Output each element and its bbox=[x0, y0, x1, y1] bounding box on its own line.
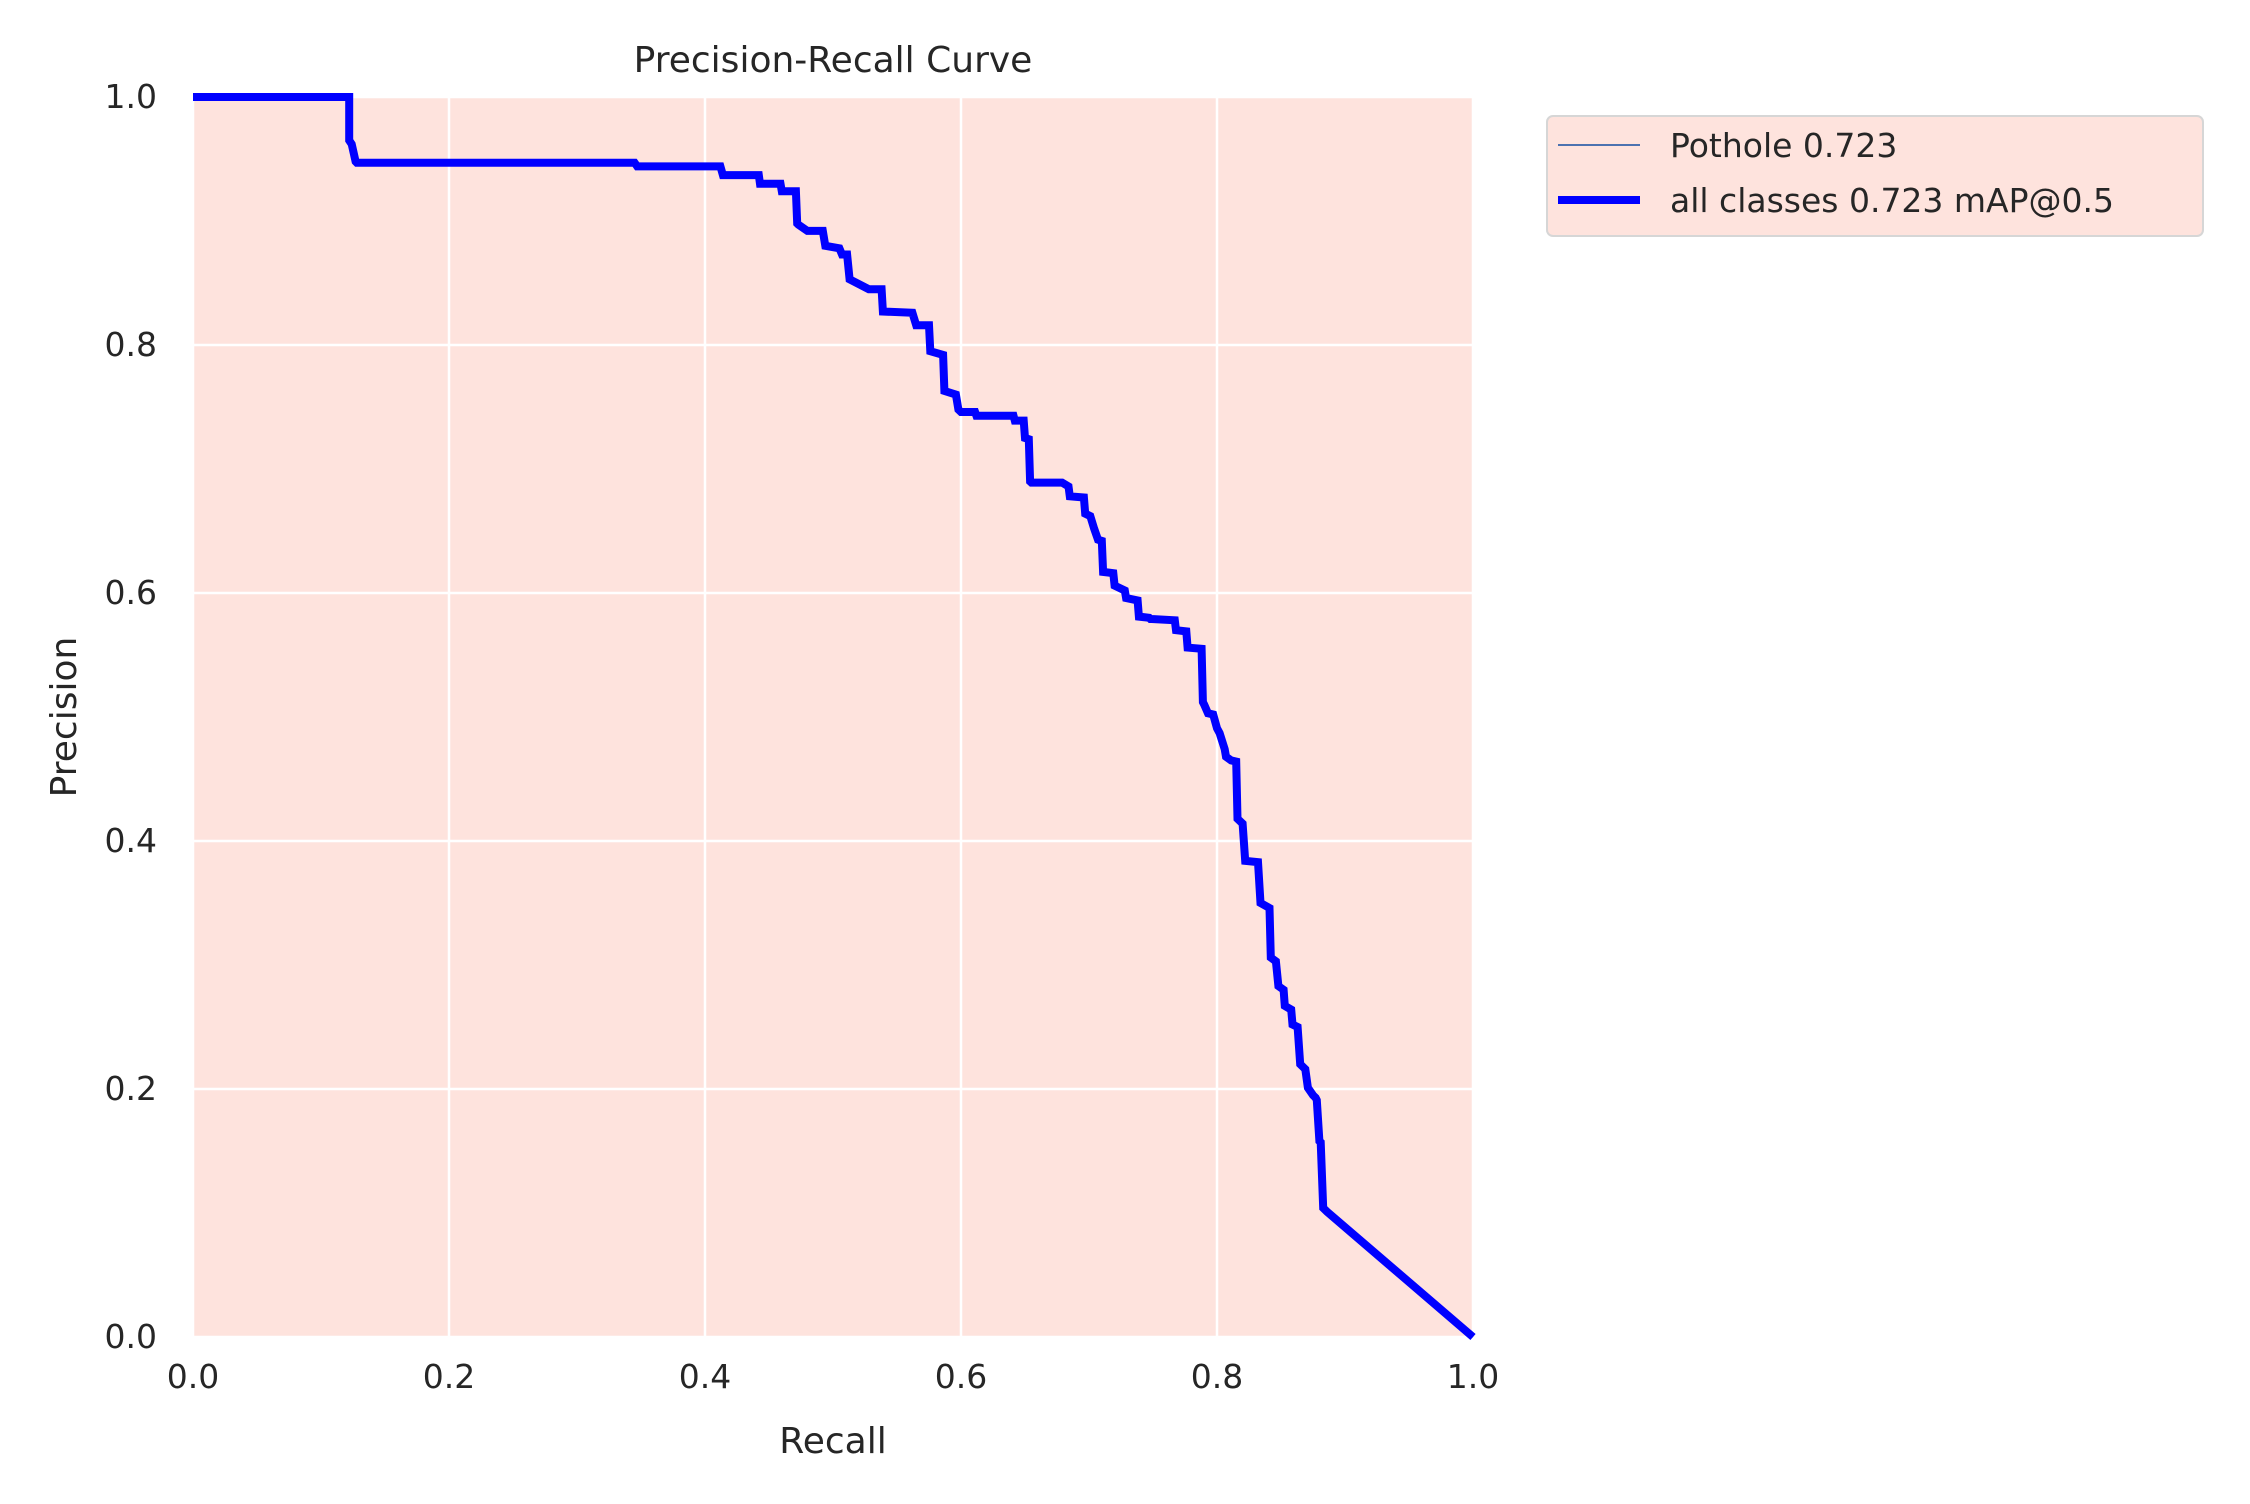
y-tick-label: 0.0 bbox=[105, 1317, 157, 1356]
y-tick-label: 0.6 bbox=[105, 573, 157, 612]
legend-label-all-classes: all classes 0.723 mAP@0.5 bbox=[1670, 181, 2114, 220]
x-tick-label: 0.4 bbox=[679, 1357, 731, 1396]
legend-box bbox=[1546, 115, 2204, 237]
series-line-all-classes bbox=[193, 93, 1476, 1341]
chart-title: Precision-Recall Curve bbox=[634, 40, 1033, 81]
y-tick-label: 0.8 bbox=[105, 325, 157, 364]
y-axis-label: Precision bbox=[44, 637, 85, 798]
y-tick-label: 1.0 bbox=[105, 77, 157, 116]
x-tick-label: 0.0 bbox=[167, 1357, 219, 1396]
legend: Pothole 0.723 all classes 0.723 mAP@0.5 bbox=[1546, 115, 2204, 237]
x-tick-label: 0.8 bbox=[1191, 1357, 1243, 1396]
y-tick-label: 0.4 bbox=[105, 821, 157, 860]
y-tick-label: 0.2 bbox=[105, 1069, 157, 1108]
x-tick-label: 0.2 bbox=[423, 1357, 475, 1396]
x-tick-label: 1.0 bbox=[1447, 1357, 1499, 1396]
x-tick-label: 0.6 bbox=[935, 1357, 987, 1396]
legend-label-pothole: Pothole 0.723 bbox=[1670, 126, 1897, 165]
x-axis-label: Recall bbox=[779, 1421, 886, 1462]
tick-labels: 0.0 0.2 0.4 0.6 0.8 1.0 0.0 0.2 0.4 0.6 0.8 1.0 bbox=[105, 77, 1500, 1396]
series-lines bbox=[193, 93, 1476, 1341]
plot-background bbox=[193, 97, 1473, 1337]
